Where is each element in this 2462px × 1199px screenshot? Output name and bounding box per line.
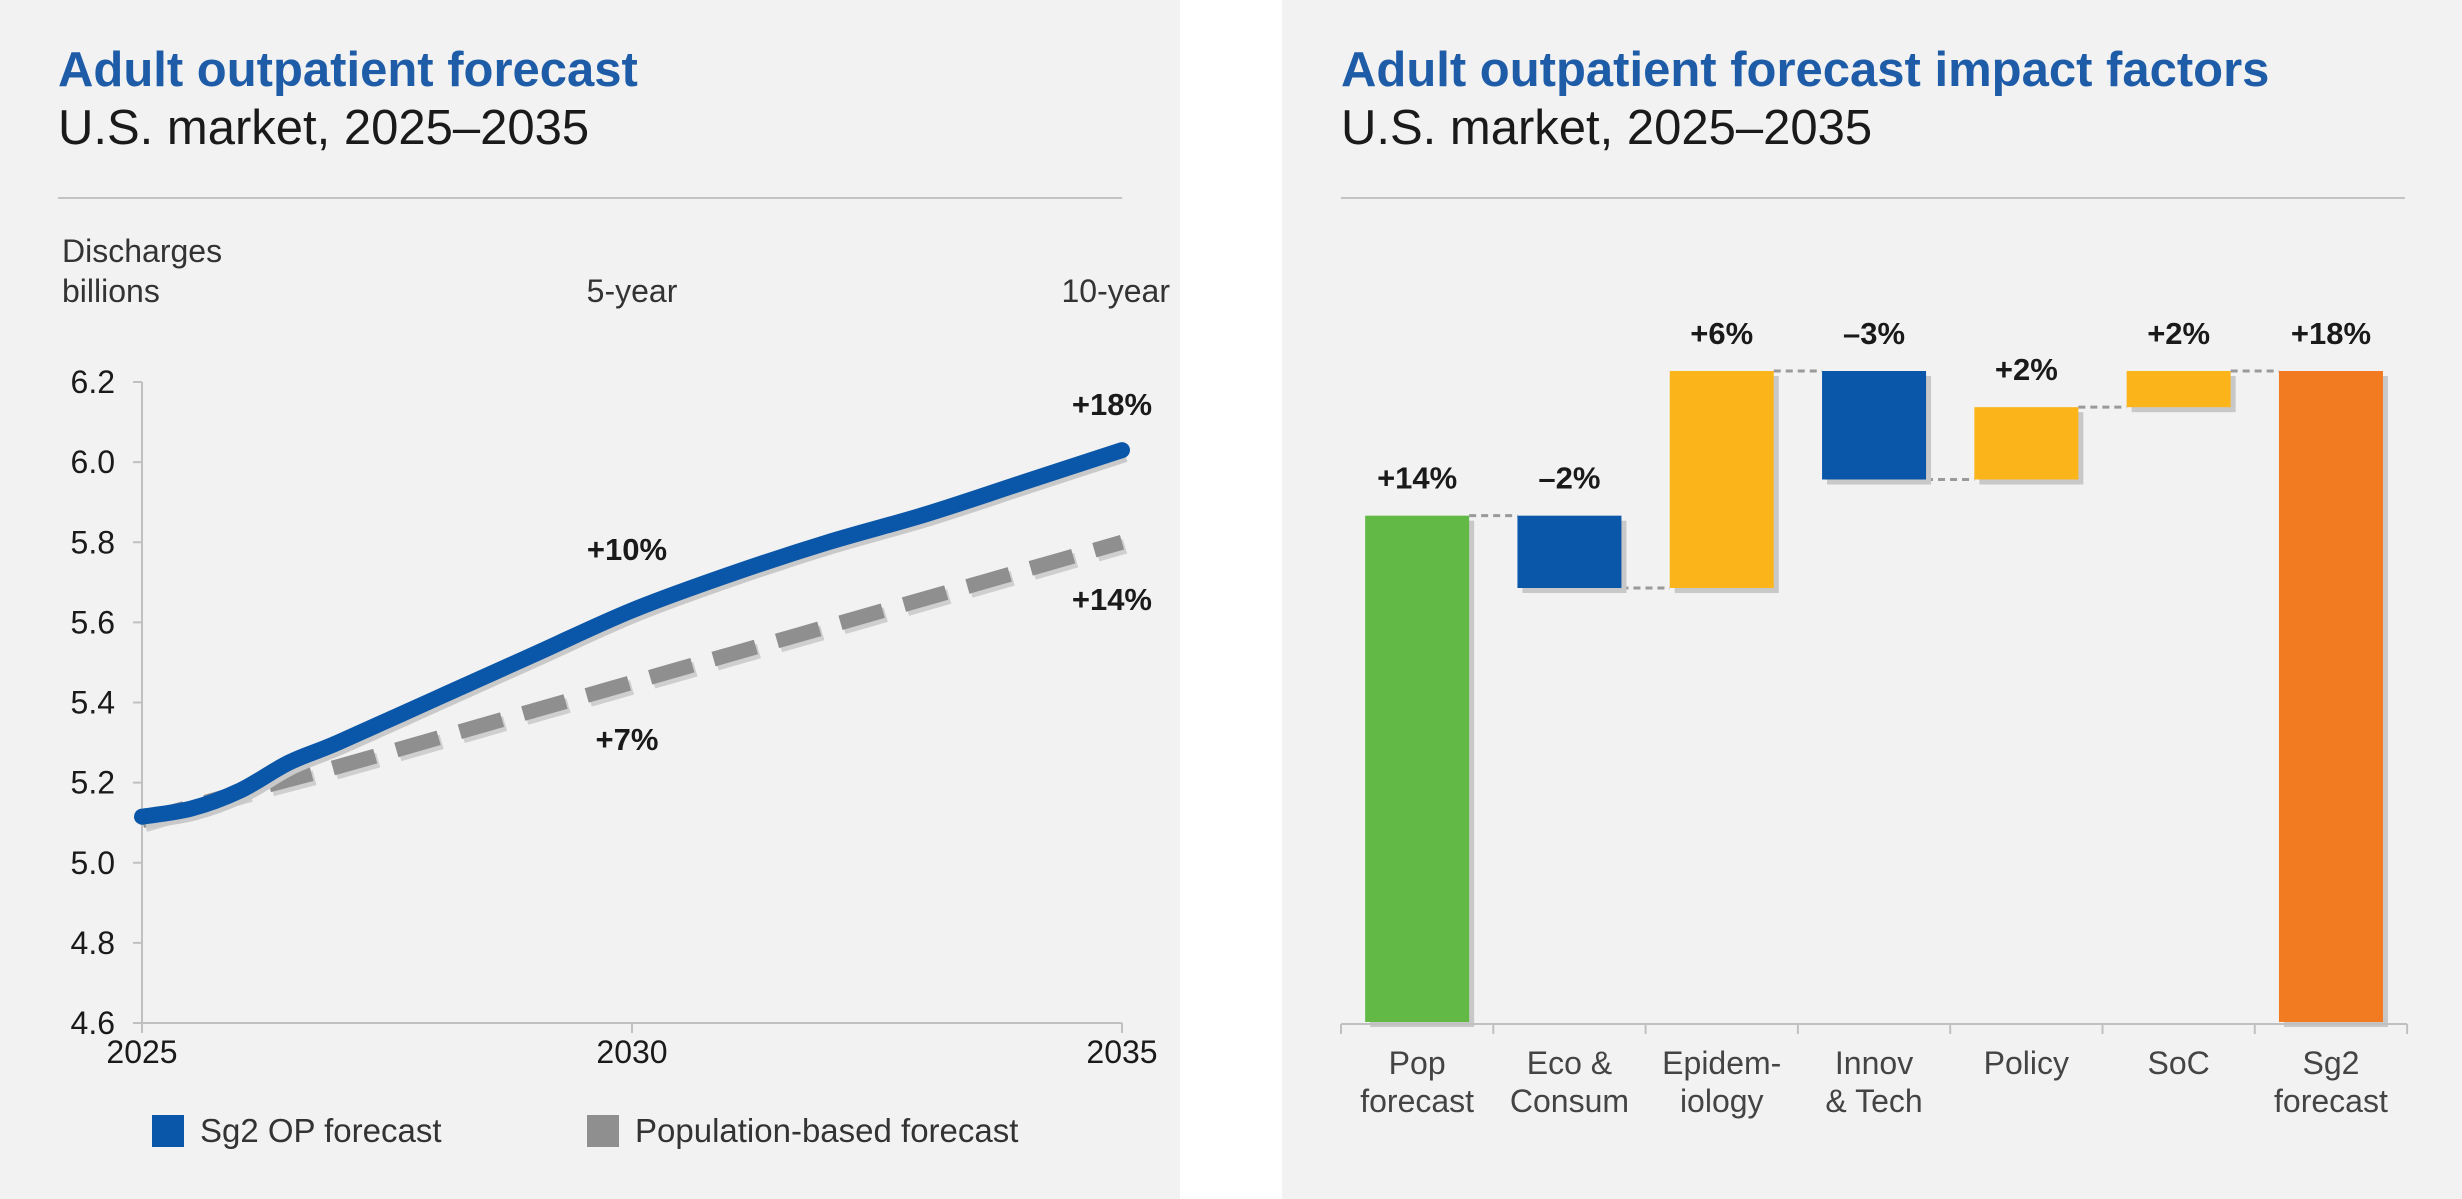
waterfall-bar-label: –3% bbox=[1843, 316, 1905, 351]
x-tick-label: 2035 bbox=[1086, 1034, 1157, 1070]
line-chart-subtitle: U.S. market, 2025–2035 bbox=[58, 101, 590, 155]
category-label: iology bbox=[1680, 1083, 1764, 1119]
y-tick-label: 5.6 bbox=[71, 604, 115, 640]
waterfall-bar-label: +2% bbox=[2147, 316, 2210, 351]
waterfall-bar bbox=[1517, 515, 1622, 588]
legend-swatch-population bbox=[587, 1115, 619, 1147]
data-label-10-year-population: +14% bbox=[1072, 582, 1152, 617]
y-axis-label: Discharges bbox=[62, 233, 222, 269]
y-tick-label: 4.6 bbox=[71, 1005, 115, 1041]
category-label: Epidem- bbox=[1662, 1045, 1781, 1081]
category-label: Policy bbox=[1984, 1045, 2069, 1081]
category-label: forecast bbox=[2274, 1083, 2388, 1119]
line-chart-title: Adult outpatient forecast bbox=[58, 43, 638, 97]
population-forecast-line bbox=[139, 535, 1125, 828]
y-tick-label: 6.0 bbox=[71, 444, 115, 480]
waterfall-bar bbox=[1822, 371, 1927, 480]
data-label-5-year-population: +7% bbox=[596, 722, 659, 757]
y-axis-unit: billions bbox=[62, 273, 160, 309]
waterfall-bar-label: +14% bbox=[1377, 461, 1457, 496]
waterfall-chart-title: Adult outpatient forecast impact factors bbox=[1341, 43, 2270, 97]
waterfall-bar bbox=[1974, 407, 2079, 480]
waterfall-bar bbox=[2126, 371, 2231, 408]
y-tick-label: 5.0 bbox=[71, 845, 115, 881]
legend-label-sg2: Sg2 OP forecast bbox=[200, 1112, 442, 1149]
category-label: SoC bbox=[2148, 1045, 2210, 1081]
sg2-forecast-line bbox=[134, 442, 1130, 825]
x-tick-label: 2030 bbox=[596, 1034, 667, 1070]
left-divider bbox=[58, 197, 1122, 199]
waterfall-chart-subtitle: U.S. market, 2025–2035 bbox=[1341, 101, 1873, 155]
left-panel bbox=[0, 0, 1180, 1199]
y-tick-label: 4.8 bbox=[71, 925, 115, 961]
waterfall-bar-label: +18% bbox=[2291, 316, 2371, 351]
waterfall-bar bbox=[1669, 371, 1774, 588]
waterfall-bar-label: +6% bbox=[1690, 316, 1753, 351]
x-tick-label: 2025 bbox=[106, 1034, 177, 1070]
category-label: Innov bbox=[1835, 1045, 1913, 1081]
waterfall-bar-label: +2% bbox=[1995, 352, 2058, 387]
right-divider bbox=[1341, 197, 2405, 199]
category-label: Sg2 bbox=[2302, 1045, 2359, 1081]
category-label: Consum bbox=[1510, 1083, 1629, 1119]
legend-swatch-sg2 bbox=[152, 1115, 184, 1147]
legend-label-population: Population-based forecast bbox=[635, 1112, 1019, 1149]
waterfall-bar-label: –2% bbox=[1538, 461, 1600, 496]
y-tick-label: 5.8 bbox=[71, 524, 115, 560]
y-tick-label: 6.2 bbox=[71, 364, 115, 400]
category-label: Eco & bbox=[1527, 1045, 1612, 1081]
data-label-10-year-sg2: +18% bbox=[1072, 387, 1152, 422]
category-label: Pop bbox=[1389, 1045, 1446, 1081]
period-label-5-year: 5-year bbox=[587, 273, 678, 309]
period-label-10-year: 10-year bbox=[1062, 273, 1171, 309]
line-chart: Discharges billions 5-year 10-year 6.2 6.0 5.8… bbox=[62, 233, 1171, 1070]
category-label: forecast bbox=[1360, 1083, 1474, 1119]
waterfall-bar bbox=[2278, 371, 2383, 1022]
waterfall-bar bbox=[1365, 515, 1470, 1022]
legend-item-sg2: Sg2 OP forecast bbox=[152, 1112, 442, 1150]
y-tick-label: 5.2 bbox=[71, 765, 115, 801]
category-label: & Tech bbox=[1825, 1083, 1922, 1119]
data-label-5-year-sg2: +10% bbox=[587, 532, 667, 567]
legend-item-population: Population-based forecast bbox=[587, 1112, 1018, 1150]
y-tick-label: 5.4 bbox=[71, 685, 115, 721]
right-panel bbox=[1282, 0, 2462, 1199]
